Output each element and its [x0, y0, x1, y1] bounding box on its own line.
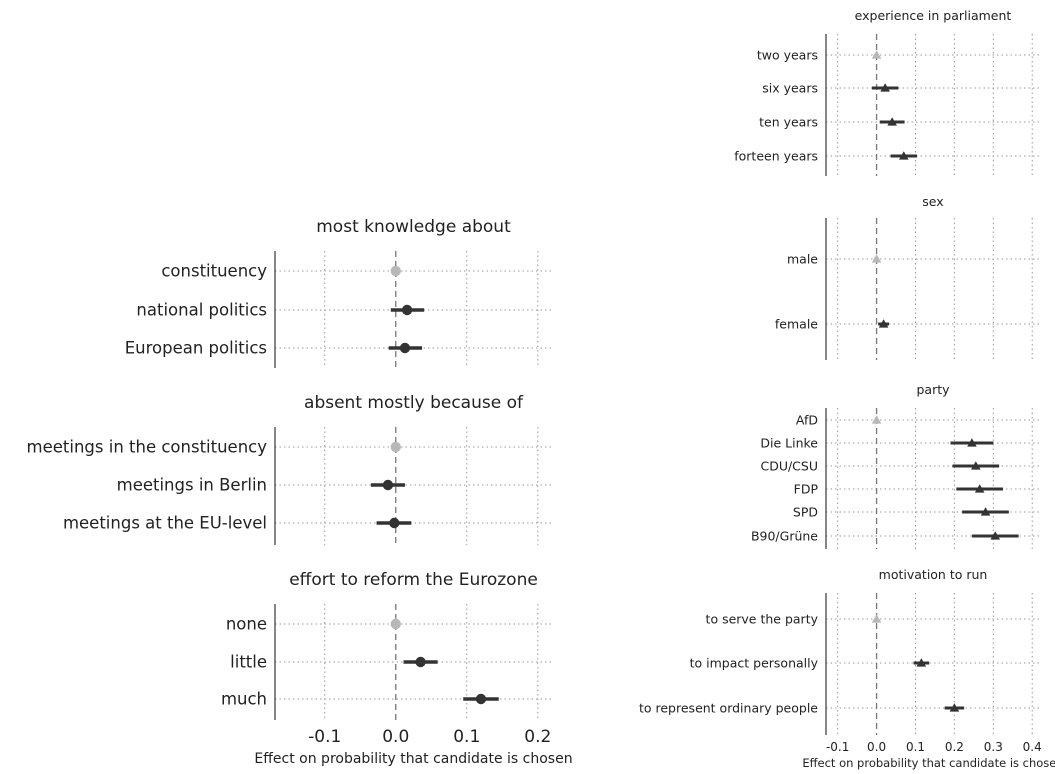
x-tick-label: 0.4	[1023, 740, 1042, 754]
category-label: CDU/CSU	[760, 459, 818, 474]
x-tick-label: 0.1	[906, 740, 925, 754]
category-label: to impact personally	[690, 656, 819, 671]
reference-marker	[390, 441, 401, 453]
estimate-marker	[878, 319, 889, 328]
reference-marker	[871, 614, 882, 623]
estimate-marker	[389, 517, 400, 529]
category-label: Die Linke	[760, 436, 818, 451]
x-tick-label: 0.0	[867, 740, 886, 754]
estimate-marker	[971, 461, 981, 470]
category-label: much	[221, 690, 267, 709]
panel-title: most knowledge about	[316, 217, 511, 237]
panel-title: absent mostly because of	[304, 393, 524, 413]
estimate-marker	[415, 656, 426, 668]
category-label: meetings in the constituency	[27, 438, 268, 457]
panel-title: experience in parliament	[855, 8, 1012, 23]
x-tick-label: 0.0	[382, 727, 409, 747]
category-label: male	[787, 252, 818, 267]
estimate-marker	[974, 484, 985, 493]
x-tick-label: 0.2	[945, 740, 964, 754]
estimate-marker	[916, 658, 927, 667]
category-label: AfD	[796, 413, 818, 428]
category-label: FDP	[794, 482, 819, 497]
category-label: to serve the party	[706, 612, 819, 627]
category-label: little	[230, 653, 267, 672]
category-label: to represent ordinary people	[639, 701, 818, 716]
category-label: national politics	[136, 301, 267, 320]
reference-marker	[390, 265, 401, 277]
category-label: SPD	[793, 505, 818, 520]
estimate-marker	[967, 438, 977, 447]
category-label: B90/Grüne	[751, 529, 818, 544]
x-tick-label: 0.2	[524, 727, 551, 747]
estimate-marker	[399, 342, 411, 354]
x-axis-label: Effect on probability that candidate is …	[802, 756, 1055, 770]
category-label: meetings at the EU-level	[63, 514, 267, 533]
panel-title: effort to reform the Eurozone	[289, 570, 538, 590]
category-label: constituency	[161, 262, 267, 281]
reference-marker	[390, 618, 401, 630]
reference-marker	[871, 415, 882, 424]
category-label: forteen years	[734, 149, 818, 164]
estimate-marker	[887, 117, 897, 126]
category-label: European politics	[125, 339, 267, 358]
estimate-marker	[899, 151, 909, 160]
x-tick-label: -0.1	[308, 727, 341, 747]
category-label: six years	[762, 81, 818, 96]
reference-marker	[871, 50, 882, 59]
category-label: ten years	[759, 115, 818, 130]
x-tick-label: 0.1	[453, 727, 480, 747]
panel-title: motivation to run	[879, 567, 988, 582]
estimate-marker	[949, 703, 960, 712]
estimate-marker	[990, 531, 1001, 540]
category-label: none	[226, 615, 267, 634]
x-tick-label: 0.3	[984, 740, 1003, 754]
estimate-marker	[401, 304, 413, 316]
category-label: two years	[757, 48, 818, 63]
estimate-marker	[980, 507, 991, 516]
category-label: female	[775, 317, 818, 332]
estimate-marker	[475, 693, 487, 705]
category-label: meetings in Berlin	[117, 476, 267, 495]
panel-title: sex	[922, 194, 943, 209]
reference-marker	[871, 254, 882, 263]
estimate-marker	[382, 479, 394, 491]
x-tick-label: -0.1	[826, 740, 849, 754]
x-axis-label: Effect on probability that candidate is …	[254, 751, 572, 767]
panel-title: party	[916, 382, 950, 397]
estimate-marker	[880, 83, 890, 92]
